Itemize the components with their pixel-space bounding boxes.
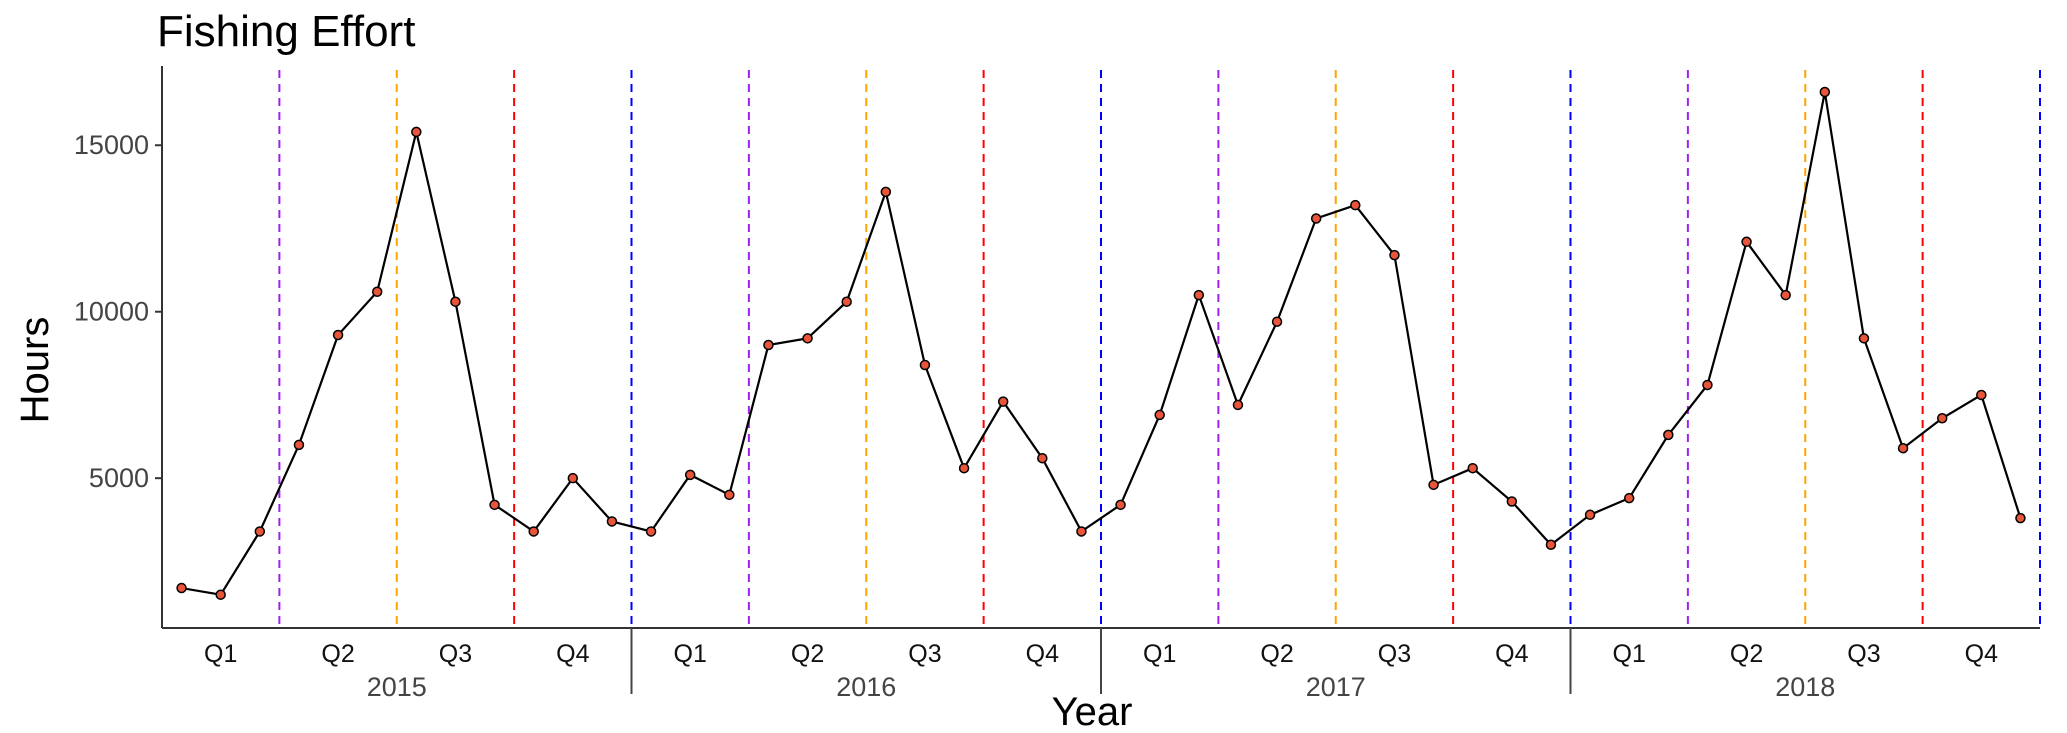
data-point bbox=[1350, 199, 1361, 211]
data-point bbox=[880, 186, 892, 198]
quarter-label: Q3 bbox=[1378, 640, 1411, 668]
data-point bbox=[528, 526, 539, 537]
data-point bbox=[841, 296, 852, 307]
data-point bbox=[411, 126, 422, 138]
quarter-label: Q3 bbox=[908, 640, 941, 668]
data-point bbox=[1819, 86, 1831, 98]
data-point bbox=[1232, 399, 1244, 411]
data-point bbox=[1506, 496, 1518, 507]
data-point bbox=[254, 526, 266, 537]
quarter-label: Q1 bbox=[1613, 640, 1646, 668]
data-point bbox=[1858, 333, 1870, 344]
data-point bbox=[1976, 389, 1987, 401]
data-point bbox=[1193, 289, 1205, 301]
quarter-label: Q1 bbox=[204, 640, 237, 668]
data-point bbox=[371, 286, 383, 297]
data-point bbox=[684, 469, 696, 481]
quarter-label: Q2 bbox=[791, 640, 824, 668]
quarter-label: Q4 bbox=[556, 640, 589, 668]
quarter-label: Q2 bbox=[1260, 640, 1293, 668]
data-point bbox=[1467, 462, 1478, 474]
data-point bbox=[606, 516, 618, 527]
data-point bbox=[332, 329, 344, 341]
data-point bbox=[567, 472, 579, 484]
data-point bbox=[1154, 409, 1165, 421]
data-point bbox=[997, 396, 1009, 407]
quarter-label: Q4 bbox=[1965, 640, 1998, 668]
data-point bbox=[1545, 539, 1557, 551]
quarter-label: Q3 bbox=[1847, 640, 1880, 668]
quarter-label: Q2 bbox=[1730, 640, 1763, 668]
series-line bbox=[181, 91, 2022, 596]
data-point bbox=[763, 339, 774, 351]
data-point bbox=[1897, 442, 1909, 454]
data-point bbox=[2015, 512, 2026, 524]
data-point bbox=[176, 582, 187, 594]
data-point bbox=[1936, 413, 1948, 424]
y-tick-label: 10000 bbox=[74, 297, 149, 327]
data-point bbox=[1741, 236, 1752, 248]
year-label: 2016 bbox=[836, 672, 896, 702]
plot-area: 5000 10000 15000 Q1 Q2 Q3 Q4 2015 Q1 Q2 Q3 Q4 2016 Q1… bbox=[74, 66, 2041, 702]
data-point bbox=[919, 359, 931, 371]
quarter-label: Q1 bbox=[1143, 640, 1176, 668]
y-tick-label: 5000 bbox=[89, 463, 149, 493]
data-point bbox=[802, 333, 813, 344]
data-point bbox=[645, 526, 657, 537]
data-point bbox=[1310, 213, 1322, 224]
quarter-label: Q4 bbox=[1026, 640, 1059, 668]
data-point bbox=[1271, 316, 1283, 327]
year-label: 2017 bbox=[1306, 672, 1366, 702]
year-label: 2015 bbox=[367, 672, 427, 702]
data-point bbox=[1037, 452, 1048, 464]
data-point bbox=[724, 489, 735, 501]
data-point bbox=[958, 462, 970, 474]
data-point bbox=[1663, 429, 1674, 441]
data-point bbox=[215, 589, 226, 600]
y-axis-title: Hours bbox=[13, 317, 57, 424]
quarter-label: Q1 bbox=[674, 640, 707, 668]
quarter-label: Q4 bbox=[1495, 640, 1528, 668]
data-point bbox=[1115, 499, 1126, 511]
data-point bbox=[489, 499, 500, 511]
data-point bbox=[1780, 289, 1791, 301]
data-point bbox=[1076, 526, 1087, 537]
year-label: 2018 bbox=[1775, 672, 1835, 702]
data-point bbox=[1389, 249, 1400, 261]
data-point bbox=[1623, 492, 1635, 504]
quarter-label: Q3 bbox=[439, 640, 472, 668]
chart-title: Fishing Effort bbox=[157, 7, 415, 56]
data-point bbox=[293, 439, 305, 451]
y-tick-label: 15000 bbox=[74, 130, 149, 160]
quarter-label: Q2 bbox=[321, 640, 354, 668]
data-point bbox=[1702, 379, 1713, 391]
data-point bbox=[450, 296, 461, 307]
data-point bbox=[1428, 479, 1439, 491]
x-axis-title: Year bbox=[1052, 690, 1133, 733]
data-point bbox=[1584, 509, 1596, 521]
